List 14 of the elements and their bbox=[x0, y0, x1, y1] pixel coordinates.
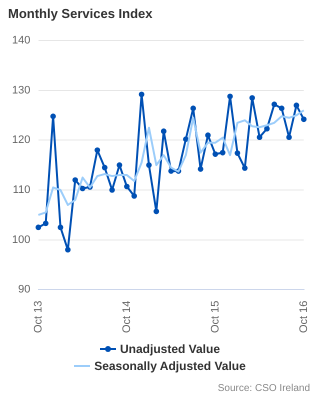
y-tick-label: 130 bbox=[12, 84, 30, 96]
y-tick-label: 90 bbox=[18, 284, 30, 296]
y-tick-label: 140 bbox=[12, 34, 30, 47]
chart-title: Monthly Services Index bbox=[8, 6, 152, 21]
x-tick-label: Oct 15 bbox=[209, 300, 222, 333]
x-tick-label: Oct 14 bbox=[120, 300, 133, 333]
legend-label: Seasonally Adjusted Value bbox=[94, 358, 246, 372]
source-note: Source: CSO Ireland bbox=[218, 383, 310, 394]
y-tick-label: 110 bbox=[12, 184, 30, 196]
x-tick-label: Oct 16 bbox=[298, 300, 310, 333]
x-tick-label: Oct 13 bbox=[32, 300, 44, 333]
y-tick-label: 120 bbox=[12, 134, 30, 146]
legend-label: Unadjusted Value bbox=[120, 342, 220, 356]
y-tick-label: 100 bbox=[12, 234, 30, 246]
